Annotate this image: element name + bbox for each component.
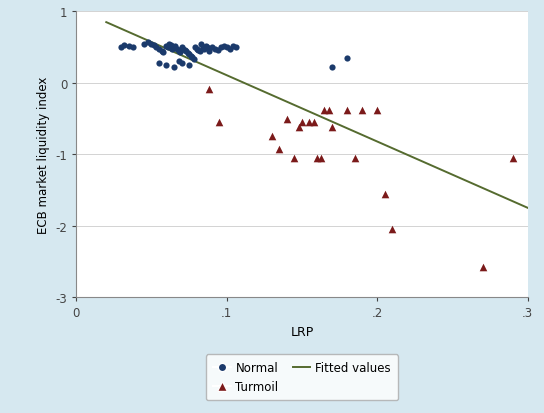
- Point: [201, 43, 210, 50]
- Point: [388, 226, 397, 233]
- Point: [222, 45, 231, 51]
- Point: [170, 65, 178, 71]
- Point: [203, 45, 212, 51]
- Point: [165, 41, 174, 48]
- Point: [204, 86, 213, 93]
- Point: [294, 124, 303, 131]
- Point: [327, 124, 336, 131]
- Point: [290, 155, 299, 162]
- Point: [282, 116, 291, 123]
- Point: [176, 50, 184, 56]
- Point: [186, 53, 195, 60]
- Point: [207, 45, 216, 51]
- Point: [188, 55, 196, 61]
- Point: [275, 146, 284, 152]
- Point: [343, 107, 351, 114]
- Point: [171, 43, 180, 50]
- Point: [180, 47, 189, 54]
- Point: [380, 191, 389, 197]
- Point: [139, 41, 148, 48]
- Point: [373, 107, 381, 114]
- Point: [172, 46, 181, 53]
- Point: [184, 62, 194, 69]
- Point: [192, 46, 201, 53]
- Point: [174, 59, 183, 66]
- Point: [117, 45, 126, 51]
- Point: [204, 48, 213, 55]
- Point: [182, 49, 190, 56]
- Point: [225, 46, 234, 53]
- Point: [150, 43, 159, 49]
- Point: [174, 48, 183, 55]
- Point: [170, 45, 178, 51]
- Point: [350, 155, 359, 162]
- Point: [325, 107, 333, 114]
- Point: [298, 119, 306, 126]
- X-axis label: LRP: LRP: [290, 325, 313, 338]
- Point: [200, 46, 208, 53]
- Point: [125, 43, 133, 50]
- Point: [343, 55, 351, 62]
- Point: [508, 155, 517, 162]
- Point: [197, 41, 206, 48]
- Point: [166, 43, 175, 49]
- Point: [189, 56, 198, 63]
- Point: [168, 46, 177, 53]
- Point: [159, 50, 168, 56]
- Point: [178, 46, 187, 53]
- Point: [154, 46, 163, 53]
- Point: [305, 119, 314, 126]
- Point: [217, 45, 225, 51]
- Point: [358, 107, 367, 114]
- Point: [320, 107, 329, 114]
- Point: [198, 45, 207, 51]
- Point: [195, 49, 204, 56]
- Point: [317, 155, 326, 162]
- Point: [268, 134, 276, 140]
- Point: [162, 62, 171, 69]
- Point: [327, 65, 336, 71]
- Point: [313, 155, 322, 162]
- Point: [158, 48, 166, 55]
- Point: [231, 45, 240, 51]
- Point: [129, 45, 138, 51]
- Point: [147, 41, 156, 48]
- Point: [162, 43, 171, 50]
- Point: [215, 119, 224, 126]
- Point: [152, 45, 160, 51]
- Point: [213, 47, 222, 54]
- Point: [164, 45, 172, 51]
- Point: [478, 264, 487, 271]
- Point: [211, 46, 219, 53]
- Point: [177, 45, 186, 51]
- Point: [310, 119, 318, 126]
- Y-axis label: ECB market liquidity index: ECB market liquidity index: [36, 76, 50, 233]
- Point: [120, 43, 129, 49]
- Point: [184, 52, 194, 59]
- Point: [177, 60, 186, 67]
- Point: [154, 60, 163, 67]
- Point: [228, 43, 237, 50]
- Point: [194, 47, 202, 54]
- Point: [183, 50, 192, 57]
- Point: [219, 43, 228, 50]
- Point: [191, 45, 200, 51]
- Point: [144, 40, 153, 46]
- Legend: Normal, Turmoil, Fitted values: Normal, Turmoil, Fitted values: [206, 354, 398, 401]
